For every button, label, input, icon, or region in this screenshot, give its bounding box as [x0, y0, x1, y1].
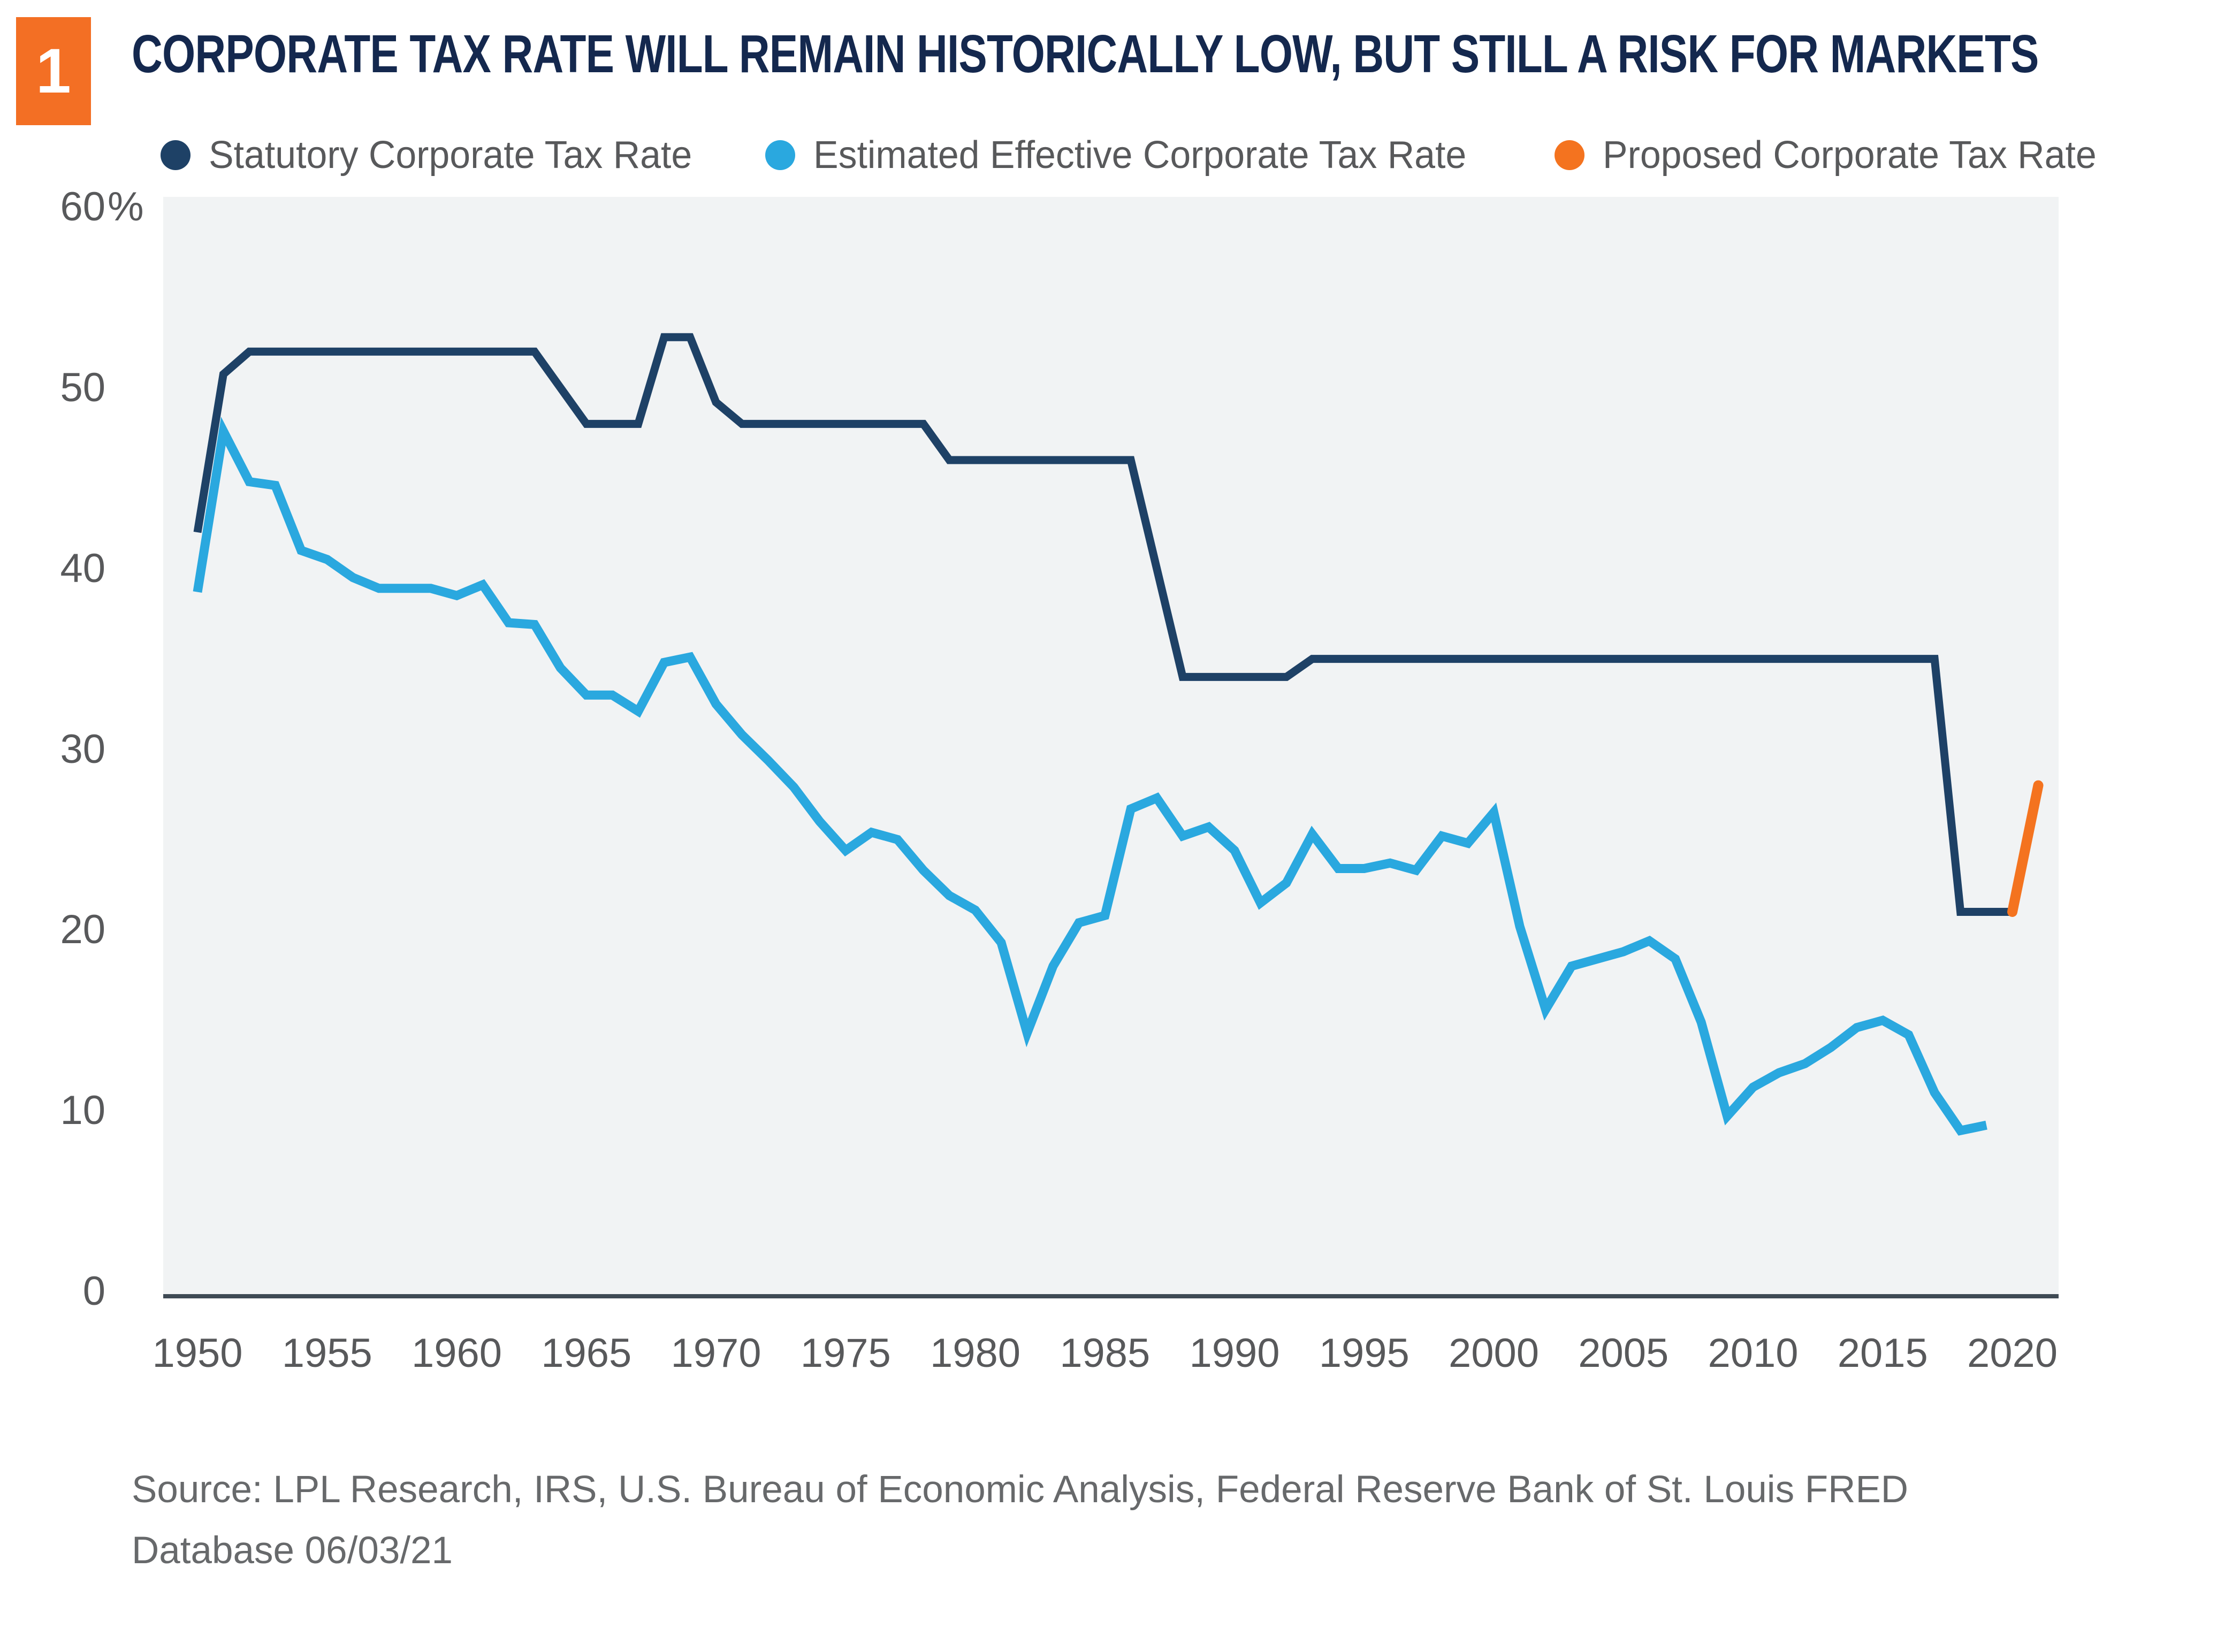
y-tick-label-40: 40	[60, 545, 105, 591]
series-line-statutory-corporate-tax-rate	[193, 333, 2013, 916]
x-tick-label-2015: 2015	[1837, 1330, 1928, 1376]
series-line-proposed-corporate-tax-rate	[2007, 780, 2044, 917]
x-tick-label-1970: 1970	[671, 1330, 761, 1376]
legend-label: Estimated Effective Corporate Tax Rate	[813, 134, 1467, 177]
x-tick-label-1975: 1975	[800, 1330, 891, 1376]
legend-item-1: Statutory Corporate Tax Rate	[161, 131, 707, 180]
x-tick-label-2010: 2010	[1708, 1330, 1799, 1376]
legend-label: Proposed Corporate Tax Rate	[1603, 134, 2097, 177]
source-line-1: Source: LPL Research, IRS, U.S. Bureau o…	[132, 1469, 1909, 1511]
x-tick-label-2005: 2005	[1578, 1330, 1669, 1376]
x-tick-label-2020: 2020	[1967, 1330, 2058, 1376]
source-line-2: Database 06/03/21	[132, 1529, 453, 1572]
legend-label: Statutory Corporate Tax Rate	[209, 134, 692, 177]
chart-title: CORPORATE TAX RATE WILL REMAIN HISTORICA…	[132, 24, 2039, 84]
x-tick-label-1995: 1995	[1319, 1330, 1410, 1376]
x-axis-line	[163, 1294, 2059, 1298]
x-tick-label-2000: 2000	[1448, 1330, 1540, 1376]
series-line-estimated-effective-corporate-tax-rate	[193, 416, 1987, 1136]
x-tick-label-1985: 1985	[1060, 1330, 1151, 1376]
y-tick-label-0: 0	[82, 1268, 105, 1314]
plot-area-background	[163, 197, 2059, 1297]
x-tick-label-1950: 1950	[152, 1330, 243, 1376]
figure-number-badge: 1	[16, 17, 91, 125]
y-tick-label-10: 10	[60, 1088, 105, 1134]
legend-dot-icon	[765, 140, 795, 170]
x-tick-label-1990: 1990	[1189, 1330, 1280, 1376]
x-tick-label-1960: 1960	[411, 1330, 502, 1376]
legend-dot-icon	[1555, 140, 1584, 170]
legend-item-3: Proposed Corporate Tax Rate	[1555, 131, 2112, 180]
x-tick-label-1955: 1955	[281, 1330, 372, 1376]
y-tick-label-20: 20	[60, 907, 105, 953]
x-tick-label-1980: 1980	[930, 1330, 1021, 1376]
legend-item-2: Estimated Effective Corporate Tax Rate	[765, 131, 1487, 180]
y-tick-label-30: 30	[60, 726, 105, 772]
y-tick-label-60: 60%	[0, 181, 143, 233]
legend-dot-icon	[161, 140, 191, 170]
x-tick-label-1965: 1965	[541, 1330, 632, 1376]
percent-sign: %	[108, 184, 144, 230]
source-note: Source: LPL Research, IRS, U.S. Bureau o…	[132, 1459, 1908, 1581]
y-tick-label-50: 50	[60, 364, 105, 410]
